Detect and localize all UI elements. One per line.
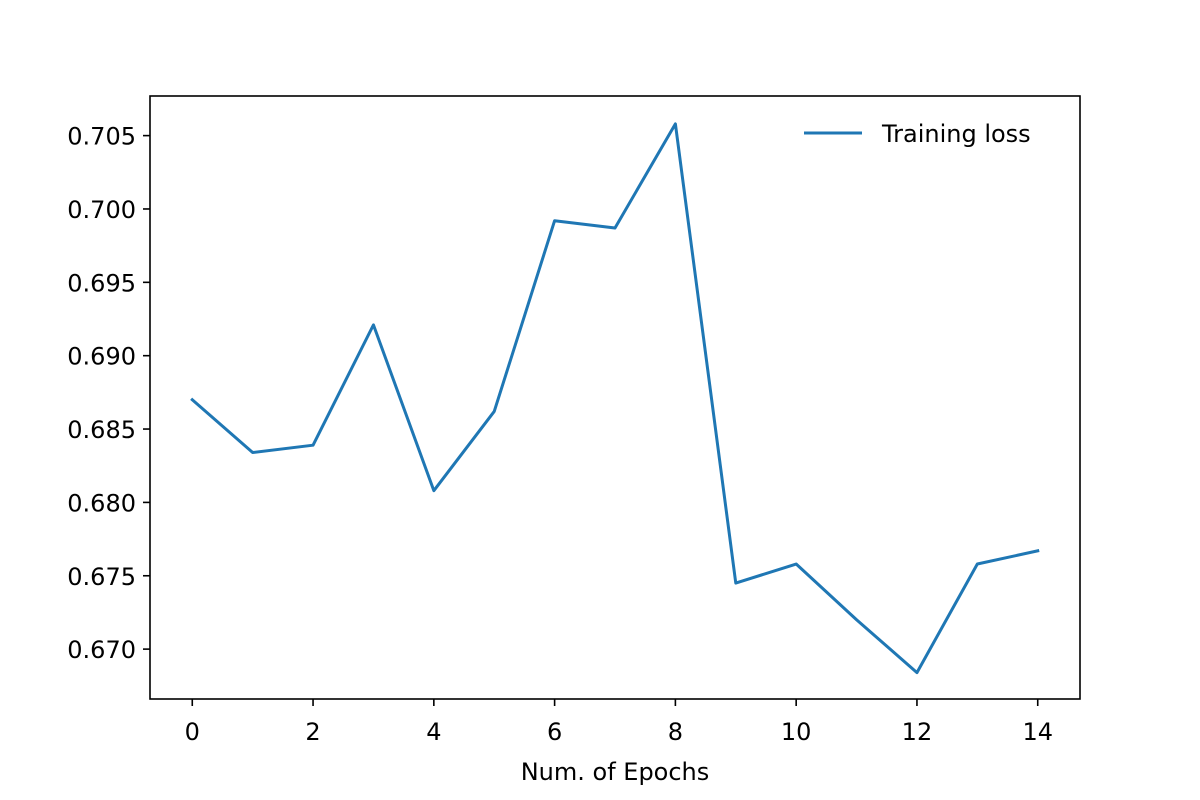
x-tick-label: 6: [547, 718, 562, 746]
y-tick-label: 0.680: [67, 489, 136, 517]
x-tick-label: 10: [781, 718, 812, 746]
plot-area-frame: [149, 95, 1081, 700]
y-tick-label: 0.700: [67, 196, 136, 224]
x-tick-label: 14: [1022, 718, 1053, 746]
y-tick-label: 0.685: [67, 416, 136, 444]
series-line-training-loss: [190, 122, 1040, 675]
y-tick-label: 0.675: [67, 563, 136, 591]
x-tick-label: 4: [426, 718, 441, 746]
y-tick-label: 0.690: [67, 343, 136, 371]
x-tick-label: 2: [305, 718, 320, 746]
x-axis-ticks: 0 2 4 6 8 10 12 14: [185, 699, 1053, 746]
x-tick-label: 12: [902, 718, 933, 746]
legend-label-training-loss: Training loss: [881, 120, 1031, 148]
x-tick-label: 8: [668, 718, 683, 746]
y-axis-ticks: 0.670 0.675 0.680 0.685 0.690 0.695 0.700 0.705: [67, 123, 150, 664]
x-tick-label: 0: [185, 718, 200, 746]
x-axis-label: Num. of Epochs: [521, 758, 710, 786]
y-tick-label: 0.705: [67, 123, 136, 151]
series-layer: [190, 122, 1040, 675]
legend: Training loss: [804, 120, 1031, 148]
y-tick-label: 0.695: [67, 269, 136, 297]
y-tick-label: 0.670: [67, 636, 136, 664]
